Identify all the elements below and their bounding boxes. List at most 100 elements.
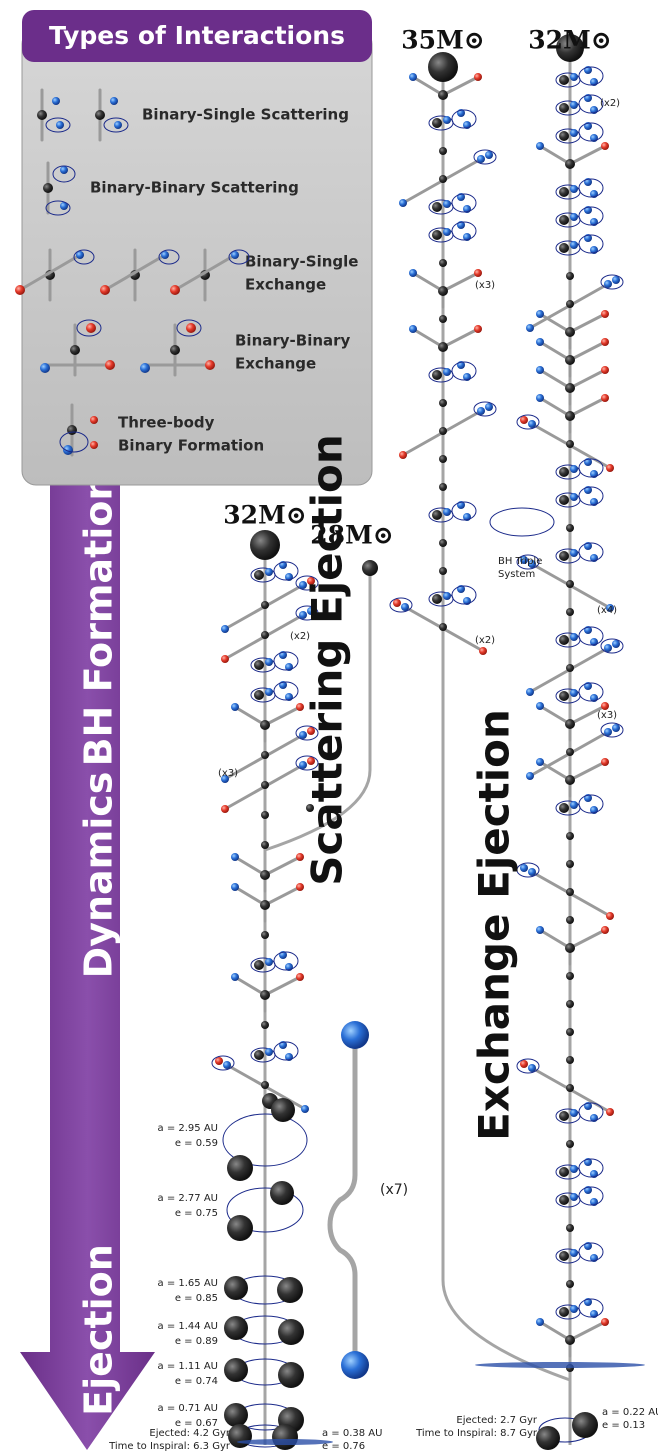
body xyxy=(60,202,68,210)
body xyxy=(432,118,442,128)
trajectory xyxy=(568,368,607,390)
orbit xyxy=(451,221,477,241)
body xyxy=(570,493,578,501)
orbit xyxy=(578,1158,604,1178)
body xyxy=(393,599,401,607)
trajectory xyxy=(538,1320,572,1342)
body xyxy=(485,151,493,159)
body xyxy=(570,801,578,809)
repeat-label: (x7) xyxy=(380,1182,408,1198)
orbit xyxy=(103,117,129,133)
body xyxy=(299,731,307,739)
body xyxy=(170,285,180,295)
body xyxy=(559,187,569,197)
body xyxy=(265,658,273,666)
body xyxy=(261,931,269,939)
body xyxy=(254,960,264,970)
body xyxy=(559,1111,569,1121)
body xyxy=(604,644,612,652)
orbit xyxy=(228,249,250,265)
orbit-e: e = 0.59 xyxy=(175,1138,218,1149)
body xyxy=(474,325,482,333)
trajectory xyxy=(233,705,267,727)
body xyxy=(432,230,442,240)
trajectory xyxy=(568,312,607,334)
trajectory xyxy=(411,327,445,349)
body xyxy=(559,103,569,113)
body xyxy=(110,97,118,105)
orbit xyxy=(451,193,477,213)
body xyxy=(205,360,215,370)
orbit xyxy=(59,431,89,453)
body xyxy=(90,441,98,449)
orbit xyxy=(451,585,477,605)
arrow-label: Dynamics xyxy=(77,772,121,979)
track-title: Exchange Ejection xyxy=(470,709,519,1141)
body xyxy=(520,416,528,424)
orbit xyxy=(273,951,299,971)
legend-header xyxy=(22,10,372,62)
body xyxy=(399,451,407,459)
body xyxy=(231,883,239,891)
final-a: a = 0.22 AU xyxy=(602,1407,658,1418)
body xyxy=(559,1195,569,1205)
orbit-a: a = 1.11 AU xyxy=(158,1361,218,1372)
body xyxy=(565,355,575,365)
trajectory xyxy=(538,144,572,166)
final-e: e = 0.13 xyxy=(602,1420,645,1431)
body xyxy=(231,251,239,259)
body xyxy=(566,1028,574,1036)
body xyxy=(570,465,578,473)
orbit xyxy=(516,862,540,878)
orbit xyxy=(226,1187,304,1233)
orbit xyxy=(52,165,76,183)
trajectory xyxy=(538,312,572,334)
orbit xyxy=(578,206,604,226)
mass-label: 35M⊙ xyxy=(401,26,484,55)
body xyxy=(261,631,269,639)
orbit xyxy=(295,575,319,591)
orbit-a: a = 1.44 AU xyxy=(158,1321,218,1332)
body xyxy=(399,199,407,207)
body xyxy=(474,73,482,81)
body xyxy=(570,185,578,193)
orbit xyxy=(578,542,604,562)
body xyxy=(566,300,574,308)
body xyxy=(606,1108,614,1116)
body xyxy=(566,1056,574,1064)
trajectory xyxy=(233,855,267,877)
body xyxy=(439,147,447,155)
timeline-arrow xyxy=(20,480,155,1450)
body xyxy=(224,1403,248,1427)
orbit xyxy=(176,319,202,337)
body xyxy=(536,702,544,710)
body xyxy=(271,1098,295,1122)
orbit xyxy=(45,117,71,133)
body xyxy=(90,416,98,424)
body xyxy=(140,363,150,373)
body xyxy=(362,560,378,576)
orbit xyxy=(578,234,604,254)
body xyxy=(601,758,609,766)
trajectory xyxy=(441,271,480,293)
repeat-label: (x3) xyxy=(597,710,617,721)
body xyxy=(601,142,609,150)
body xyxy=(566,664,574,672)
body xyxy=(439,483,447,491)
body xyxy=(526,772,534,780)
body xyxy=(439,623,447,631)
body xyxy=(601,926,609,934)
body xyxy=(439,175,447,183)
body xyxy=(559,243,569,253)
body xyxy=(296,883,304,891)
body xyxy=(570,1249,578,1257)
track xyxy=(264,565,372,852)
body xyxy=(438,342,448,352)
body xyxy=(566,608,574,616)
body xyxy=(601,338,609,346)
body xyxy=(570,73,578,81)
orbit xyxy=(578,94,604,114)
body xyxy=(231,853,239,861)
body xyxy=(438,90,448,100)
orbit xyxy=(211,1055,235,1071)
